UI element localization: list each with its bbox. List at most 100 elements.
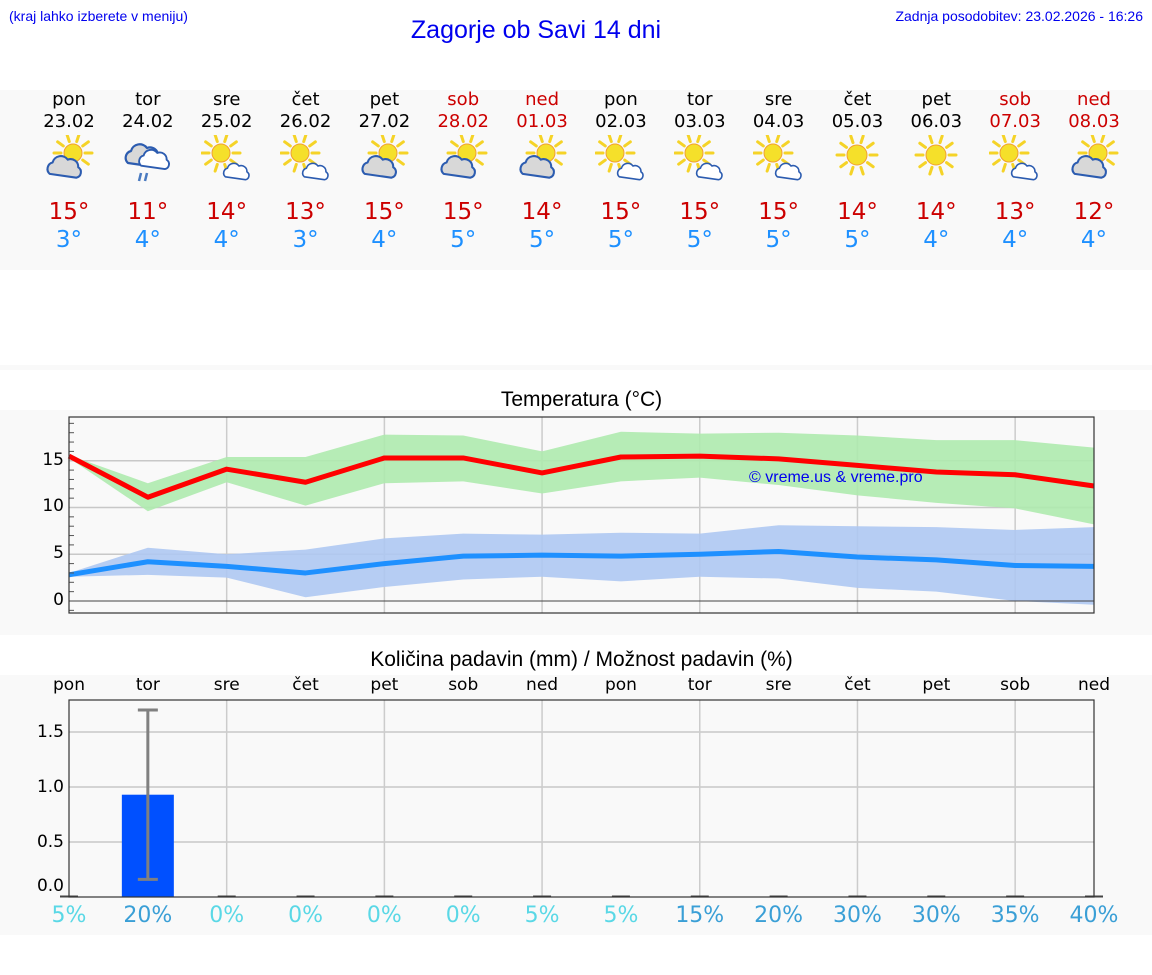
precip-day-label: pet [922,675,951,695]
min-temp: 5° [450,227,477,253]
min-temp: 4° [923,227,950,253]
forecast-day: pon 02.03 15° 5° [582,89,660,259]
temp-ytick: 10 [42,496,64,516]
precip-day-label: pet [370,675,399,695]
forecast-band [0,90,1152,270]
separator-band [0,365,1152,370]
page-title: Zagorje ob Savi 14 dni [410,16,662,44]
max-temp: 12° [1073,199,1115,225]
min-temp: 3° [292,227,319,253]
precip-chance-label: 30% [911,903,961,928]
precip-chance-label: 5% [603,903,639,928]
max-temp-line [67,453,1095,500]
max-temp: 15° [600,199,642,225]
precip-chance-label: 5% [51,903,87,928]
forecast-day: sre 25.02 14° 4° [188,89,266,259]
day-date: 06.03 [910,111,963,132]
last-update: Zadnja posodobitev: 23.02.2026 - 16:26 [895,8,1143,24]
temp-chart-title: Temperatura (°C) [500,388,663,411]
sunny-small-cloud-icon [989,135,1038,181]
max-temp: 13° [994,199,1036,225]
precip-chance-label: 0% [288,903,323,928]
max-temp: 15° [442,199,484,225]
precip-chance-label: 20% [754,903,804,928]
precip-chance-label: 0% [209,903,245,928]
precip-day-label: sob [448,675,479,695]
day-name: pet [921,89,952,110]
day-name: pet [369,89,400,110]
precip-day-label: pon [53,675,85,695]
day-name: sob [447,89,480,110]
day-name: pon [603,89,638,110]
sunny-small-cloud-icon [752,135,802,181]
max-temp: 15° [758,199,799,225]
day-name: pon [52,89,86,110]
forecast-day: sob 28.02 15° 5° [424,89,502,259]
precip-ytick: 0.5 [36,832,64,852]
precip-chance-label: 30% [833,903,882,928]
day-name: čet [291,89,320,110]
precip-day-label: čet [844,675,871,695]
day-date: 08.03 [1068,111,1120,132]
precip-chance-label: 40% [1069,903,1119,928]
max-temp: 14° [837,199,878,225]
sunny-small-cloud-icon [279,135,329,181]
forecast-day: sre 04.03 15° 5° [740,89,818,259]
location-menu-hint[interactable]: (kraj lahko izberete v meniju) [9,8,188,24]
max-temp: 14° [915,199,957,225]
day-date: 01.03 [516,111,568,132]
min-temp: 5° [686,227,713,253]
min-temp: 4° [134,227,161,253]
max-temp: 11° [127,199,169,225]
min-temp: 3° [55,227,83,253]
day-date: 07.03 [989,111,1041,132]
max-temp: 14° [521,199,563,225]
sunny-small-cloud-icon [673,135,723,181]
temp-ytick: 0 [53,590,64,610]
partly-cloudy-icon [361,135,409,179]
min-temp: 4° [371,227,398,253]
min-temp: 4° [1080,227,1108,253]
precip-error-bar [137,708,158,881]
precip-day-label: tor [135,675,160,695]
day-name: tor [135,89,161,110]
sunny-small-cloud-icon [200,135,250,181]
precip-chance-label: 0% [445,903,481,928]
day-name: ned [525,89,560,110]
precip-day-label: sob [1000,675,1031,695]
partly-cloudy-icon [440,135,488,179]
day-name: čet [843,89,872,110]
max-temp: 13° [285,199,326,225]
day-name: ned [1077,89,1111,110]
day-date: 03.03 [674,111,726,132]
day-date: 24.02 [122,111,174,132]
partly-cloudy-icon [1071,135,1119,179]
forecast-day: ned 08.03 12° 4° [1055,89,1133,259]
day-name: sre [212,89,241,110]
day-name: sob [999,89,1032,110]
precip-day-label: ned [1077,675,1111,695]
partly-cloudy-icon [46,135,94,179]
precip-chance-label: 15% [675,903,725,928]
min-temp: 5° [607,227,634,253]
min-temp: 4° [1002,227,1029,253]
precip-ytick: 1.5 [36,722,64,742]
precip-day-label: sre [213,675,240,695]
day-date: 05.03 [831,111,884,132]
day-name: tor [687,89,713,110]
forecast-day: tor 03.03 15° 5° [661,89,739,259]
partly-cloudy-icon [519,135,567,179]
min-temp-range-band [69,525,1094,605]
precip-ytick: 0.0 [36,876,64,896]
sunny-small-cloud-icon [594,135,644,181]
sunny-icon [914,135,958,176]
precip-day-label: tor [687,675,712,695]
precip-day-label: čet [292,675,319,695]
day-date: 23.02 [43,111,95,132]
min-temp-line [68,548,1095,578]
precip-chance-label: 0% [366,903,402,928]
forecast-day: sob 07.03 13° 4° [976,89,1054,259]
max-temp: 15° [363,199,405,225]
day-date: 25.02 [200,111,253,132]
